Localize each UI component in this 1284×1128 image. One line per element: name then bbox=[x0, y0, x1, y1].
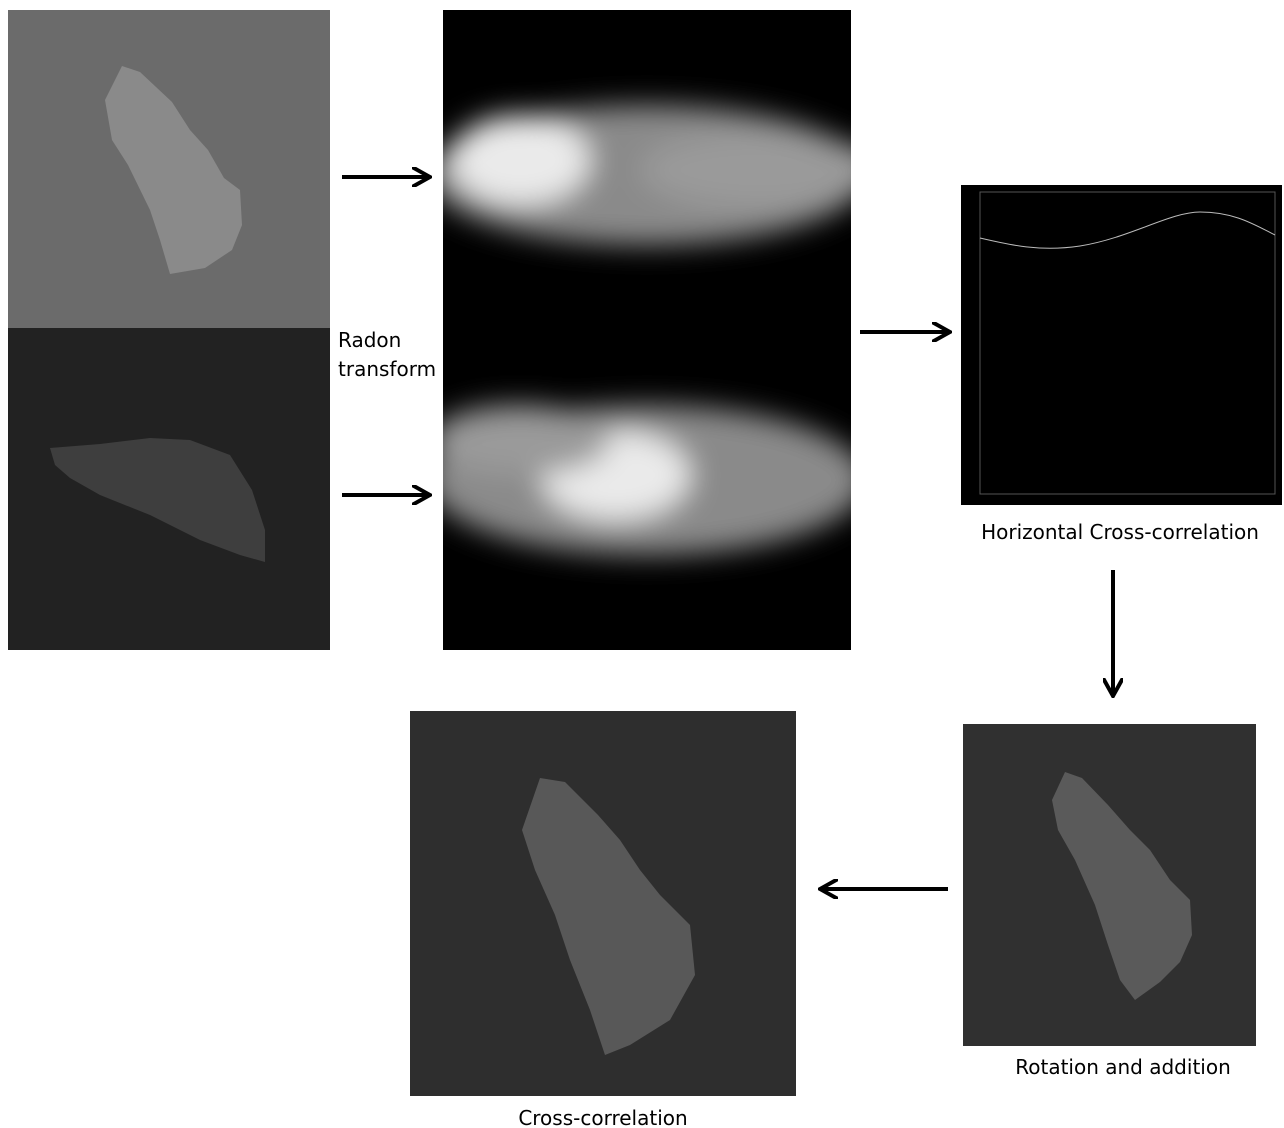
caption: Cross-correlation bbox=[518, 1106, 687, 1128]
input-image-a bbox=[8, 10, 330, 328]
caption: Horizontal Cross-correlation bbox=[981, 520, 1259, 544]
caption: Rotation and addition bbox=[1015, 1055, 1231, 1079]
rotation-image bbox=[963, 724, 1256, 1046]
correlation-plot bbox=[961, 185, 1282, 505]
input-image-b bbox=[8, 328, 330, 650]
radon-label: Radon bbox=[338, 328, 401, 352]
radon-label: transform bbox=[338, 357, 436, 381]
diagram: Radon transform Horizontal Cross-correla… bbox=[0, 0, 1284, 1128]
result-image bbox=[410, 711, 796, 1096]
radon-image bbox=[427, 10, 880, 650]
